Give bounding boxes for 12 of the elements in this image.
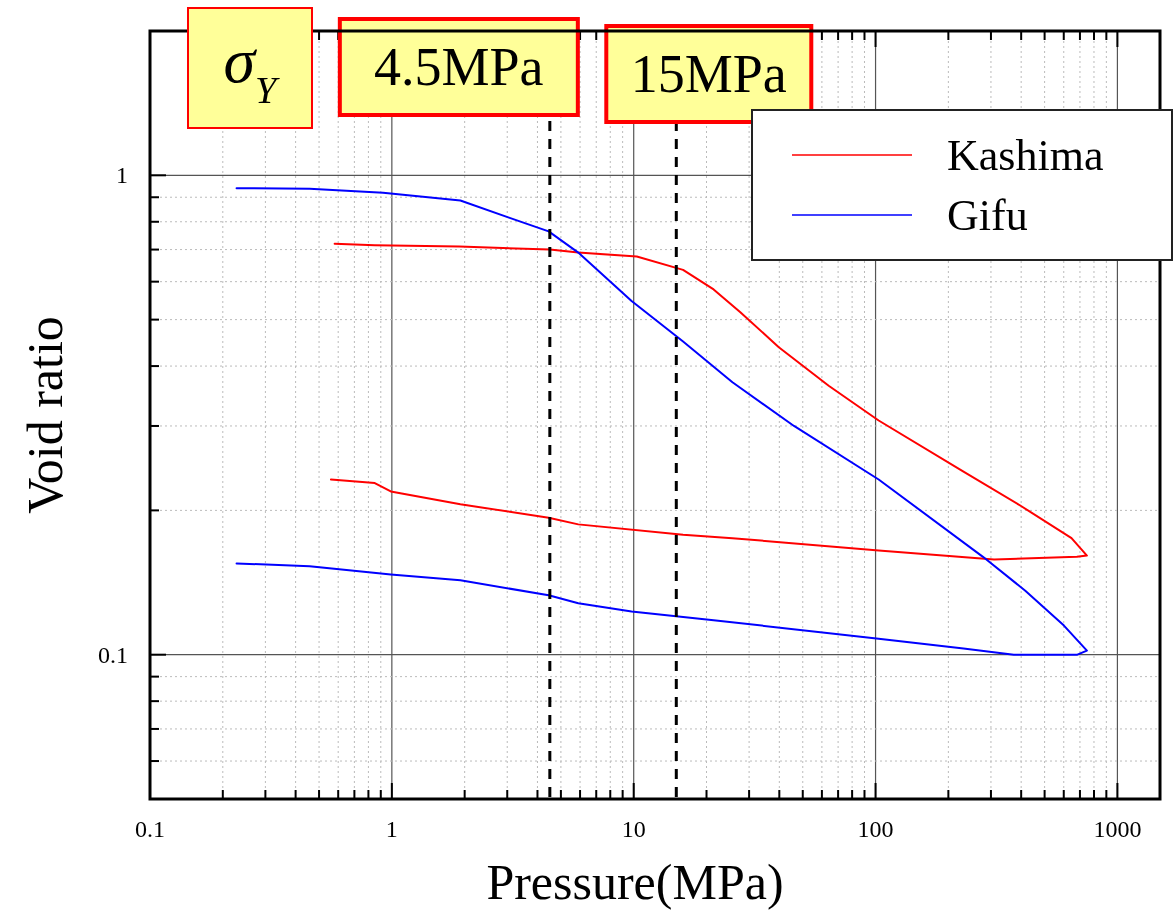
x-tick-label: 100	[857, 816, 894, 842]
ref-line-label: 4.5MPa	[374, 37, 544, 97]
annotation: σ$_{Y}$	[223, 25, 281, 111]
x-axis-title: Pressure(MPa)	[486, 854, 784, 910]
x-tick-label: 10	[621, 816, 646, 842]
x-tick-label: 1000	[1093, 816, 1142, 842]
legend-label: Gifu	[947, 191, 1028, 240]
ref-line-label: 15MPa	[630, 44, 787, 104]
y-axis-title: Void ratio	[17, 316, 73, 514]
legend-label: Kashima	[947, 131, 1104, 180]
x-tick-label: 0.1	[135, 816, 165, 842]
x-tick-label: 1	[385, 816, 398, 842]
